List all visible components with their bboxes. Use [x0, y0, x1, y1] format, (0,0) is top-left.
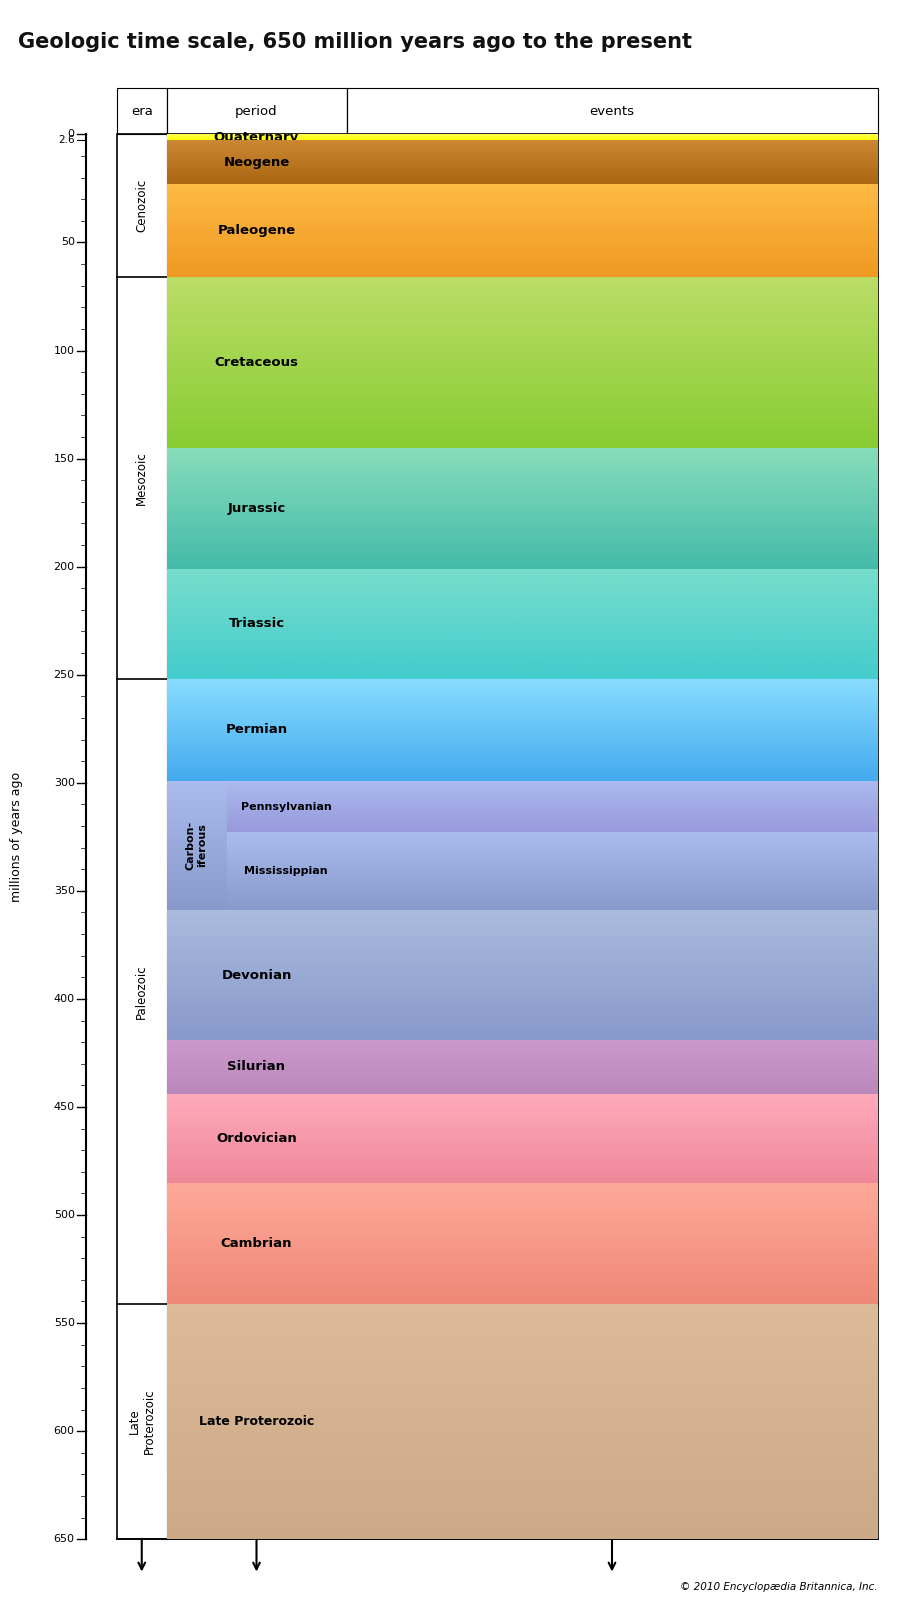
Text: first primates: first primates [363, 333, 443, 346]
Text: period: period [235, 104, 278, 118]
Text: extinction of dinosaurs: extinction of dinosaurs [363, 278, 498, 293]
Text: © 2010 Encyclopædia Britannica, Inc.: © 2010 Encyclopædia Britannica, Inc. [680, 1582, 878, 1592]
Text: Silurian: Silurian [228, 1061, 285, 1074]
Text: of metazoan families: of metazoan families [363, 1128, 487, 1141]
Text: era: era [130, 104, 153, 118]
Bar [346, 88, 878, 134]
Text: Late
Proterozoic: Late Proterozoic [128, 1389, 156, 1454]
Text: 50: 50 [60, 237, 75, 248]
Text: Cretaceous: Cretaceous [214, 355, 299, 370]
Text: evolution of humans: evolution of humans [363, 131, 484, 144]
Text: 2.6: 2.6 [58, 134, 75, 146]
Text: first birds: first birds [363, 456, 419, 469]
Text: Paleozoic: Paleozoic [135, 965, 148, 1019]
Text: 100: 100 [54, 346, 75, 355]
Text: first animal traces: first animal traces [363, 1365, 471, 1378]
Text: first reptiles: first reptiles [363, 781, 434, 794]
Text: first soft-bodied metazoans: first soft-bodied metazoans [363, 1334, 525, 1347]
Text: first vascular land plants: first vascular land plants [363, 1059, 509, 1072]
Text: jawed fishes diversify: jawed fishes diversify [363, 971, 491, 984]
Text: first skeletal elements: first skeletal elements [363, 1307, 494, 1322]
Text: scale trees: scale trees [363, 806, 427, 819]
Text: Quaternary: Quaternary [214, 131, 299, 144]
Text: first flowering plants: first flowering plants [363, 410, 485, 422]
Text: dinosaurs diversify: dinosaurs diversify [363, 506, 474, 518]
Text: 250: 250 [54, 670, 75, 680]
Text: Pennsylvanian: Pennsylvanian [241, 802, 331, 811]
Text: first amphibians: first amphibians [363, 912, 459, 925]
Text: 0: 0 [68, 130, 75, 139]
Text: sudden diversification: sudden diversification [363, 1107, 493, 1120]
Text: seed ferns: seed ferns [363, 832, 424, 845]
Text: first chordates: first chordates [363, 1248, 448, 1261]
Text: Carbon-
iferous: Carbon- iferous [185, 821, 207, 870]
Text: 450: 450 [54, 1102, 75, 1112]
Text: 150: 150 [54, 453, 75, 464]
Text: Cambrian: Cambrian [220, 1237, 292, 1250]
Text: mammals diversify: mammals diversify [363, 203, 475, 216]
Text: Cenozoic: Cenozoic [135, 179, 148, 232]
Bar [166, 88, 346, 134]
Text: Triassic: Triassic [229, 618, 284, 630]
Text: Mississippian: Mississippian [245, 866, 328, 877]
Bar [117, 134, 878, 1539]
Text: Geologic time scale, 650 million years ago to the present: Geologic time scale, 650 million years a… [18, 32, 692, 51]
Text: 500: 500 [54, 1210, 75, 1221]
Text: first mammals: first mammals [363, 582, 448, 595]
Text: millions of years ago: millions of years ago [10, 771, 22, 902]
Text: Late Proterozoic: Late Proterozoic [199, 1414, 314, 1427]
Text: reptiles diversify: reptiles diversify [363, 728, 462, 742]
Text: 200: 200 [54, 562, 75, 571]
Text: Paleogene: Paleogene [218, 224, 295, 237]
Bar [117, 88, 166, 134]
Text: Devonian: Devonian [221, 968, 292, 982]
Text: events: events [590, 104, 634, 118]
Text: Permian: Permian [225, 723, 288, 736]
Text: 400: 400 [54, 994, 75, 1003]
Text: 350: 350 [54, 886, 75, 896]
Text: Ordovician: Ordovician [216, 1131, 297, 1144]
Text: first dinosaurs: first dinosaurs [363, 635, 447, 648]
Text: 550: 550 [54, 1318, 75, 1328]
Text: 600: 600 [54, 1426, 75, 1437]
Text: Neogene: Neogene [223, 155, 290, 168]
Text: first fishes: first fishes [363, 1195, 424, 1208]
Text: 650: 650 [54, 1534, 75, 1544]
Text: Mesozoic: Mesozoic [135, 451, 148, 506]
Text: 300: 300 [54, 778, 75, 787]
Text: Jurassic: Jurassic [228, 502, 285, 515]
Text: major extinctions: major extinctions [363, 678, 465, 693]
